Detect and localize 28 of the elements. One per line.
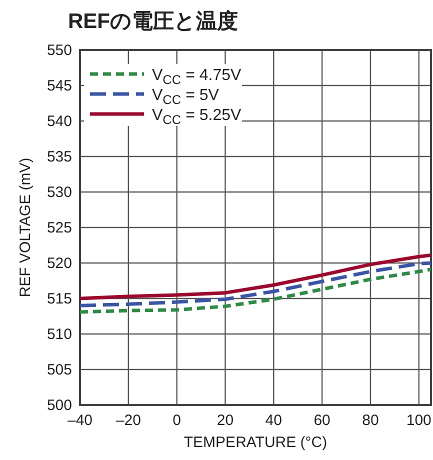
x-tick-label: 40 xyxy=(265,412,282,429)
y-tick-label: 520 xyxy=(46,255,72,272)
x-tick-label: 20 xyxy=(216,412,234,429)
x-tick-label: –20 xyxy=(116,412,141,429)
x-tick-label: 0 xyxy=(172,412,181,429)
x-tick-label: 100 xyxy=(406,412,432,429)
y-tick-label: 525 xyxy=(46,220,72,236)
x-axis-title: TEMPERATURE (°C) xyxy=(184,434,328,451)
x-tick-label: 80 xyxy=(362,412,379,429)
x-tick-label: –40 xyxy=(67,412,93,429)
y-tick-label: 550 xyxy=(46,42,72,59)
line-series xyxy=(78,268,433,314)
line-series xyxy=(78,253,433,300)
y-tick-label: 535 xyxy=(46,148,72,166)
line-series xyxy=(78,261,433,308)
y-tick-label: 530 xyxy=(46,184,72,201)
y-tick-label: 505 xyxy=(46,362,72,378)
chart-title: REFの電圧と温度 xyxy=(68,9,238,33)
y-axis-title: REF VOLTAGE (mV) xyxy=(17,158,34,298)
legend-label: V$_{CC}$ = 4.75V xyxy=(152,67,242,87)
y-tick-label: 545 xyxy=(46,78,72,94)
legend-label: V$_{CC}$ = 5.25V xyxy=(152,107,242,127)
y-tick-label: 500 xyxy=(46,397,72,414)
y-tick-label: 510 xyxy=(46,326,72,343)
legend-label: V$_{CC}$ = 5V xyxy=(152,87,220,107)
y-tick-label: 515 xyxy=(46,290,72,308)
y-tick-label: 540 xyxy=(46,113,72,130)
x-tick-label: 60 xyxy=(314,412,330,429)
